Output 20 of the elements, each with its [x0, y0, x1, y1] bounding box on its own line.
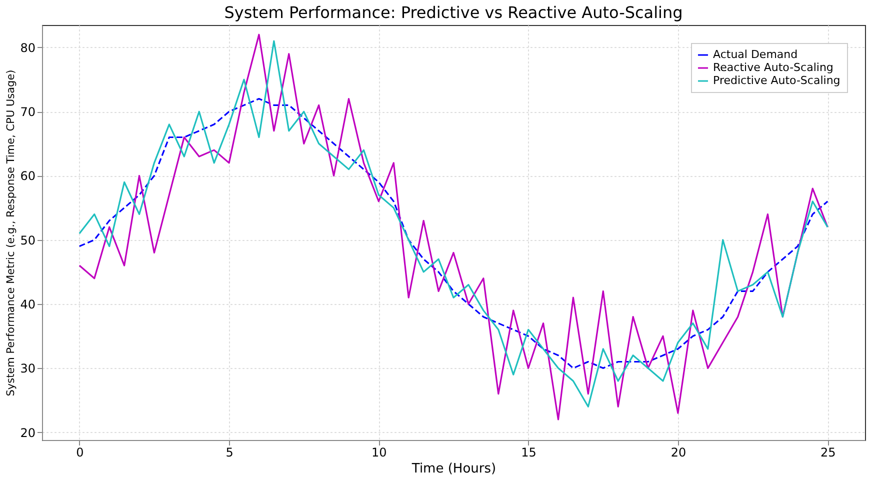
- chart-title: System Performance: Predictive vs Reactive Auto-Scaling: [224, 3, 683, 22]
- line-series: [78, 98, 828, 369]
- legend-label: Predictive Auto-Scaling: [713, 74, 840, 87]
- y-axis-title: System Performance Metric (e.g., Response Time, CPU Usage): [5, 70, 18, 396]
- x-tick-label: 5: [226, 446, 234, 460]
- y-tick-label: 30: [20, 362, 36, 376]
- y-tick-label: 20: [20, 426, 36, 440]
- y-tick-label: 80: [20, 40, 36, 55]
- x-tick-label: 15: [521, 446, 536, 460]
- x-tick-label: 20: [670, 446, 686, 460]
- x-tick-label: 25: [820, 446, 836, 460]
- y-tick-label: 60: [20, 169, 36, 184]
- x-tick-label: 0: [76, 446, 84, 460]
- legend-label: Actual Demand: [713, 48, 798, 61]
- y-tick-label: 40: [20, 298, 36, 312]
- legend-label: Reactive Auto-Scaling: [713, 61, 834, 74]
- x-axis-title: Time (Hours): [410, 462, 496, 476]
- y-tick-label: 50: [20, 233, 36, 248]
- y-tick-label: 70: [20, 105, 36, 120]
- x-tick-label: 10: [372, 446, 387, 460]
